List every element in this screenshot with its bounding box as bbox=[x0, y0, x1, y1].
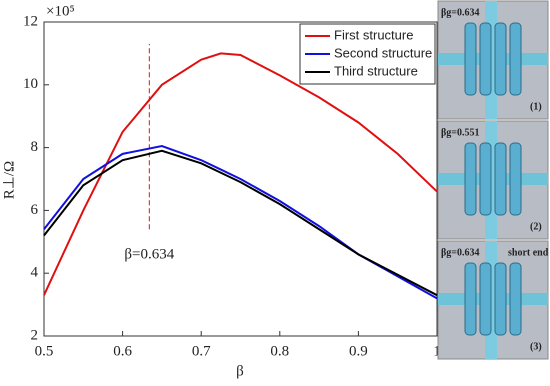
inset-caption: (3) bbox=[530, 341, 542, 352]
legend-label: Second structure bbox=[334, 45, 432, 60]
x-tick-label: 0.6 bbox=[113, 343, 132, 359]
cell bbox=[494, 262, 507, 336]
y-tick-label: 12 bbox=[23, 13, 38, 29]
cell bbox=[479, 262, 492, 336]
cell bbox=[494, 22, 507, 96]
inset-label: βg=0.634 bbox=[441, 247, 479, 258]
x-axis-label: β bbox=[236, 363, 244, 379]
inset-note: short end cells bbox=[508, 247, 550, 258]
y-tick-label: 2 bbox=[31, 327, 39, 343]
cell bbox=[509, 22, 522, 96]
inset-label: βg=0.634 bbox=[441, 7, 479, 18]
x-tick-label: 1 bbox=[433, 343, 441, 359]
series-line bbox=[43, 52, 438, 296]
y-tick-label: 4 bbox=[31, 265, 39, 281]
annotation-text: β=0.634 bbox=[124, 247, 174, 263]
legend-label: First structure bbox=[334, 27, 413, 42]
cell bbox=[509, 142, 522, 216]
inset-caption: (1) bbox=[530, 101, 542, 112]
x-tick-label: 0.5 bbox=[35, 343, 54, 359]
series-line bbox=[43, 149, 438, 297]
inset-label: βg=0.551 bbox=[441, 127, 479, 138]
y-tick-label: 6 bbox=[31, 202, 39, 218]
x-tick-label: 0.9 bbox=[349, 343, 368, 359]
cell bbox=[494, 142, 507, 216]
x-tick-label: 0.8 bbox=[270, 343, 289, 359]
cell bbox=[509, 262, 522, 336]
cell bbox=[464, 142, 477, 216]
x-tick-label: 0.7 bbox=[192, 343, 211, 359]
y-tick-label: 8 bbox=[31, 139, 39, 155]
cell bbox=[479, 22, 492, 96]
inset-caption: (2) bbox=[530, 221, 542, 232]
y-tick-label: 10 bbox=[23, 76, 38, 92]
y-axis-label: R⊥/Ω bbox=[1, 161, 17, 199]
cell bbox=[479, 142, 492, 216]
cell bbox=[464, 262, 477, 336]
legend-label: Third structure bbox=[334, 63, 418, 78]
y-exponent: ×10⁵ bbox=[46, 3, 75, 19]
cell bbox=[464, 22, 477, 96]
